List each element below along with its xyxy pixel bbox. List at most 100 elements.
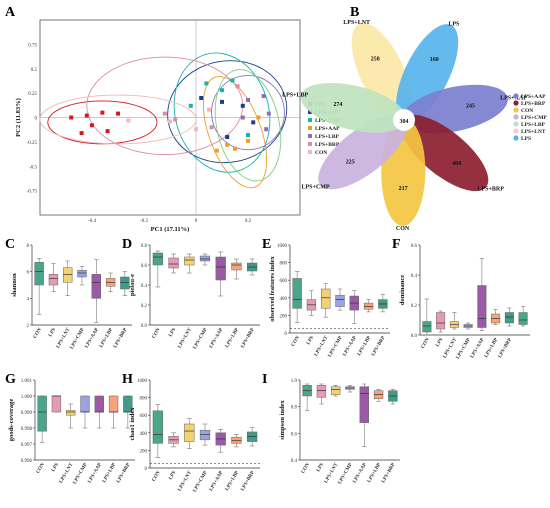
shannon-ytick: 8 <box>27 244 30 249</box>
chao1-index-ytick: 200 <box>140 449 148 454</box>
venn-legend-label: CON <box>521 108 533 114</box>
pielou-e-group-label: CON <box>152 327 162 339</box>
pielou-e-box <box>215 256 226 281</box>
panel-label-f: F <box>392 237 401 252</box>
dominance-group-label: LPS <box>435 337 444 348</box>
goods-coverage-group-label: LPS <box>51 462 60 473</box>
observed-features-index-ytick: 600 <box>280 279 288 284</box>
panel-label-b: B <box>350 5 359 20</box>
pcoa-point-lps-brp <box>173 117 178 122</box>
venn-petal-value: 160 <box>430 57 439 63</box>
simpson-index-group-label: LPS+LBP <box>367 463 382 484</box>
pcoa-point-lps-brp <box>162 111 167 116</box>
goods-coverage-group-label: LPS+LNT <box>59 462 75 484</box>
goods-coverage-ytick: 0.998 <box>21 427 33 432</box>
observed-features-index-box <box>321 288 331 309</box>
pcoa-xtick: 0 <box>195 219 198 224</box>
shannon-group-label: LPS+LNT <box>56 327 72 349</box>
pcoa-ellipse <box>39 94 197 145</box>
venn-petal-lps-brp <box>400 114 489 192</box>
pcoa-ytick: 0 <box>35 117 38 122</box>
dominance-ytick: 0.4 <box>411 274 418 279</box>
observed-features-index-group-label: LPS+LBP <box>357 336 372 357</box>
chao1-index-box <box>152 410 163 444</box>
simpson-index-group-label: LPS+AAP <box>353 463 368 485</box>
simpson-index-ytick: 0.4 <box>291 459 298 464</box>
venn-petal-group <box>300 82 407 133</box>
panel-label-g: G <box>5 372 16 387</box>
pcoa-point-con <box>126 118 131 123</box>
goods-coverage-ylabel: goods-coverage <box>8 399 15 442</box>
observed-features-index-group-label: CON <box>291 335 301 347</box>
shannon-group-label: LPS <box>48 327 57 338</box>
pcoa-xtick: 0.2 <box>245 219 252 224</box>
chao1-index-box <box>199 429 211 441</box>
observed-features-index-group-label: LPS <box>306 335 315 346</box>
pcoa-ytick: 0.5 <box>31 68 38 73</box>
simpson-index-box <box>331 386 341 395</box>
goods-coverage-box <box>51 395 62 413</box>
pcoa-point-lps-lnt <box>199 96 204 100</box>
venn-petal-name: LPS <box>448 21 460 27</box>
pcoa-point-lps-cmp <box>204 81 209 86</box>
pielou-e-group-label: LPS+CMP <box>193 328 209 351</box>
pcoa-point-lps-lbp <box>240 115 245 120</box>
pcoa-point-lps <box>100 110 105 115</box>
pcoa-legend-label: LPS+BRP <box>315 142 340 148</box>
pielou-e-group-label: LPS <box>168 327 177 338</box>
shannon-box <box>48 274 59 286</box>
pcoa-point-lps <box>116 111 120 116</box>
simpson-index-group-label: LPS <box>316 462 325 473</box>
chao1-index-box <box>231 436 242 444</box>
venn-legend-swatch <box>513 93 519 99</box>
pcoa-legend-swatch <box>308 126 312 130</box>
pcoa-point-lps <box>69 115 74 120</box>
venn-petal-value: 258 <box>371 56 380 62</box>
pcoa-point-lps-lbp <box>246 97 250 102</box>
shannon-ylabel: shannon <box>11 273 18 297</box>
pielou-e-group-label: LPS+LBP <box>225 328 240 349</box>
goods-coverage-ytick: 0.996 <box>21 459 33 464</box>
pielou-e-box <box>168 257 179 269</box>
shannon-box <box>120 276 130 290</box>
pcoa-ylabel: PC2 (11.83%) <box>15 98 22 137</box>
pcoa-point-lps-lbp <box>261 94 266 99</box>
venn-petal-group <box>396 24 459 123</box>
observed-features-index-box <box>363 302 374 310</box>
observed-features-index-ytick: 200 <box>280 314 288 319</box>
panel-label-e: E <box>262 237 271 252</box>
pcoa-ellipse <box>202 75 268 189</box>
panel-label-d: D <box>122 237 132 252</box>
pcoa-point-lps <box>105 129 110 134</box>
shannon-box <box>77 270 87 278</box>
goods-coverage-group-label: LPS+AAP <box>88 463 103 485</box>
pcoa-legend-swatch <box>308 150 312 154</box>
observed-features-index-ytick: 0 <box>285 332 288 337</box>
pcoa-ytick: 0.75 <box>28 43 37 48</box>
venn-petal-name: LPS+LBP <box>282 93 308 99</box>
dominance-group-label: CON <box>421 337 431 349</box>
venn-legend-swatch <box>513 128 519 134</box>
observed-features-index-box <box>335 294 345 307</box>
pcoa-point-lps <box>90 123 94 128</box>
chao1-index-ytick: 1000 <box>137 379 148 384</box>
simpson-index-box <box>316 385 327 398</box>
pcoa-legend-swatch <box>308 142 312 146</box>
goods-coverage-ytick: 1.001 <box>21 379 33 384</box>
venn-petal-name: LPS+BRP <box>477 186 504 192</box>
pcoa-point-lps-cmp <box>246 133 250 138</box>
pcoa-point-lps-aap <box>214 148 219 153</box>
venn-petal-group <box>400 114 489 192</box>
chao1-index-group-label: LPS+LNT <box>178 470 194 492</box>
pcoa-legend-label: LPS+LBP <box>315 134 340 140</box>
pcoa-point-con <box>194 127 198 132</box>
panel-label-i: I <box>262 372 267 387</box>
dominance-ytick: 0.2 <box>411 304 418 309</box>
panel-label-c: C <box>5 237 15 252</box>
venn-petal-lps-lbp <box>300 82 407 133</box>
pielou-e-group-label: LPS+AAP <box>209 328 224 350</box>
pcoa-ytick: 0.25 <box>28 92 37 97</box>
pcoa-point-lps-cmp <box>230 78 235 83</box>
goods-coverage-group-label: CON <box>36 462 46 474</box>
observed-features-index-ylabel: observed features index <box>269 255 276 321</box>
